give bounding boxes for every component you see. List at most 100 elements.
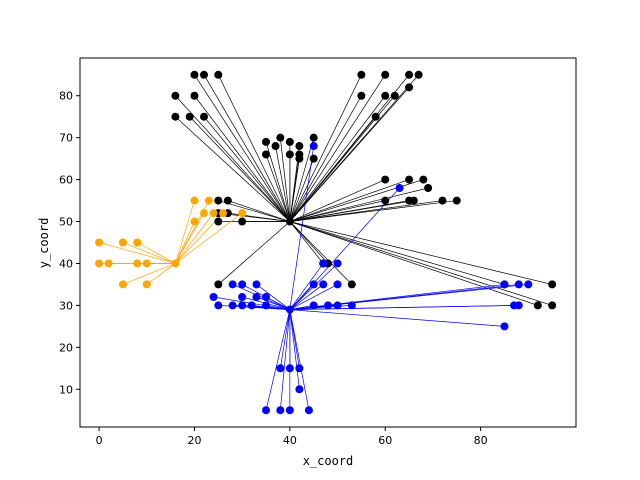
customer-point (214, 70, 223, 79)
customer-point (247, 301, 256, 310)
depot-point (285, 217, 294, 226)
customer-point (262, 293, 270, 302)
route-edge (122, 263, 176, 285)
route-edge (251, 305, 290, 310)
customer-point (319, 280, 328, 289)
customer-point (414, 70, 423, 79)
plot-frame (79, 57, 577, 428)
route-edge (194, 95, 291, 222)
customer-point (500, 280, 509, 289)
customer-point (238, 209, 247, 218)
customer-point (347, 301, 356, 310)
depot-point (171, 259, 180, 268)
route-edge (98, 242, 176, 264)
route-edge (218, 221, 291, 285)
customer-point (419, 175, 428, 184)
route-edge (289, 158, 315, 222)
customer-point (333, 280, 342, 289)
customer-point (142, 280, 151, 289)
customer-point (333, 259, 342, 268)
customer-point (405, 175, 414, 184)
route-edge (217, 74, 291, 222)
route-edge (175, 212, 243, 264)
route-edge (265, 305, 290, 310)
route-edge (289, 179, 386, 222)
route-edge (289, 221, 553, 306)
customer-point (276, 133, 285, 142)
route-edge (289, 221, 553, 285)
route-edge (289, 309, 300, 390)
route-edge (203, 116, 291, 222)
route-edge (289, 284, 324, 310)
customer-point (171, 112, 180, 121)
route-edge (289, 187, 429, 222)
customer-point (309, 142, 318, 151)
y-tick-label: 30 (59, 299, 73, 312)
route-edge (289, 74, 362, 222)
customer-point (95, 259, 104, 268)
y-tick-label: 70 (59, 132, 73, 145)
route-edge (122, 242, 176, 264)
route-points (95, 70, 557, 415)
route-edge (289, 74, 386, 222)
customer-point (185, 112, 194, 121)
x-tick-label: 80 (474, 434, 488, 447)
customer-point (548, 301, 557, 310)
route-edge (175, 95, 291, 222)
route-edge (232, 284, 290, 310)
customer-point (209, 209, 218, 218)
customer-point (214, 196, 223, 205)
customer-point (118, 280, 127, 289)
route-edge (256, 296, 290, 310)
customer-point (252, 280, 261, 289)
route-edge (175, 212, 214, 264)
customer-point (295, 142, 304, 151)
customer-point (309, 280, 318, 289)
customer-point (262, 301, 270, 310)
customer-point (262, 150, 270, 159)
route-edge (203, 74, 291, 222)
customer-point (276, 364, 285, 373)
route-edge (289, 187, 400, 310)
customer-point (285, 364, 294, 373)
route-edge (279, 309, 291, 369)
route-edges (98, 74, 553, 411)
route-edge (289, 284, 338, 310)
route-edge (265, 296, 291, 310)
route-edge (194, 74, 291, 222)
customer-point (357, 70, 366, 79)
route-edge (289, 200, 414, 222)
x-tick-label: 60 (378, 434, 392, 447)
x-axis-label: x_coord (303, 454, 354, 468)
route-edge (289, 305, 352, 310)
customer-point (252, 293, 261, 302)
customer-point (133, 259, 142, 268)
customer-point (190, 70, 199, 79)
customer-point (142, 259, 151, 268)
customer-point (209, 293, 218, 302)
route-edge (289, 200, 386, 222)
customer-point (238, 293, 247, 302)
route-edge (289, 200, 457, 222)
route-edge (175, 200, 195, 264)
customer-point (285, 150, 294, 159)
customer-point (214, 280, 223, 289)
route-edge (289, 221, 505, 285)
route-edge (289, 179, 410, 222)
customer-point (514, 301, 523, 310)
customer-point (304, 406, 313, 415)
customer-point (371, 112, 380, 121)
customer-point (452, 196, 461, 205)
y-tick-label: 60 (59, 174, 73, 187)
y-axis-label: y_coord (37, 218, 51, 269)
customer-point (95, 238, 104, 247)
route-edge (175, 116, 291, 222)
customer-point (309, 154, 318, 163)
route-edge (289, 309, 505, 327)
route-edge (265, 141, 291, 222)
customer-point (228, 280, 237, 289)
customer-point (500, 322, 509, 331)
customer-point (276, 406, 285, 415)
customer-point (200, 112, 208, 121)
customer-point (309, 133, 318, 142)
